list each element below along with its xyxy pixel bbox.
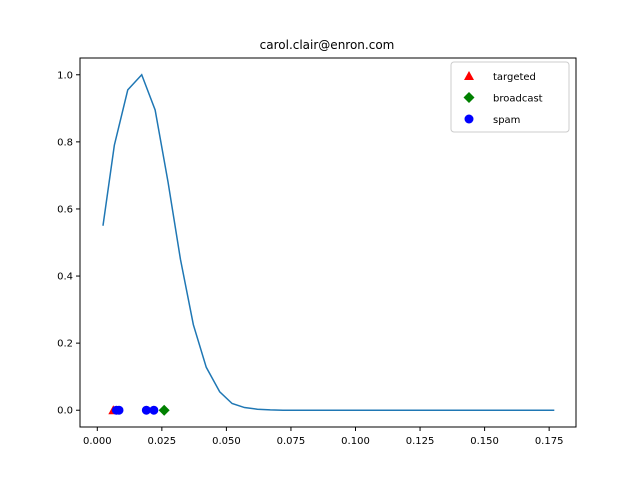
- spam-point: [114, 405, 124, 415]
- x-tick-label: 0.075: [277, 436, 306, 447]
- density-curve: [102, 73, 555, 411]
- y-tick-label: 0.6: [57, 204, 73, 215]
- x-tick-label: 0.000: [83, 436, 112, 447]
- x-tick-label: 0.025: [148, 436, 177, 447]
- x-tick-label: 0.125: [406, 436, 435, 447]
- plot-frame: [79, 57, 577, 428]
- y-axis: 0.0 0.2 0.4 0.6 0.8 1.0: [57, 70, 80, 417]
- spam-point: [141, 405, 151, 415]
- legend: targeted broadcast spam: [450, 61, 570, 133]
- x-tick-label: 0.150: [470, 436, 499, 447]
- legend-label-targeted: targeted: [493, 72, 536, 83]
- x-tick-label: 0.175: [535, 436, 564, 447]
- chart-title: carol.clair@enron.com: [260, 38, 395, 52]
- y-tick-label: 0.4: [57, 272, 73, 283]
- legend-label-spam: spam: [493, 115, 520, 126]
- broadcast-point: [158, 404, 170, 416]
- legend-marker-targeted: [464, 71, 474, 80]
- y-tick-label: 0.0: [57, 406, 73, 417]
- y-tick-label: 0.2: [57, 339, 73, 350]
- y-tick-label: 0.8: [57, 137, 73, 148]
- marker-layer: [108, 404, 170, 416]
- legend-label-broadcast: broadcast: [493, 94, 543, 105]
- spam-point: [149, 405, 159, 415]
- legend-box: [450, 61, 570, 133]
- x-tick-label: 0.100: [341, 436, 370, 447]
- x-tick-label: 0.050: [212, 436, 241, 447]
- y-tick-label: 1.0: [57, 70, 73, 81]
- curve-layer: [102, 73, 555, 411]
- legend-marker-broadcast: [463, 92, 475, 103]
- legend-marker-spam: [464, 114, 474, 124]
- x-axis: 0.000 0.025 0.050 0.075 0.100 0.125 0.150 0.175: [83, 427, 563, 447]
